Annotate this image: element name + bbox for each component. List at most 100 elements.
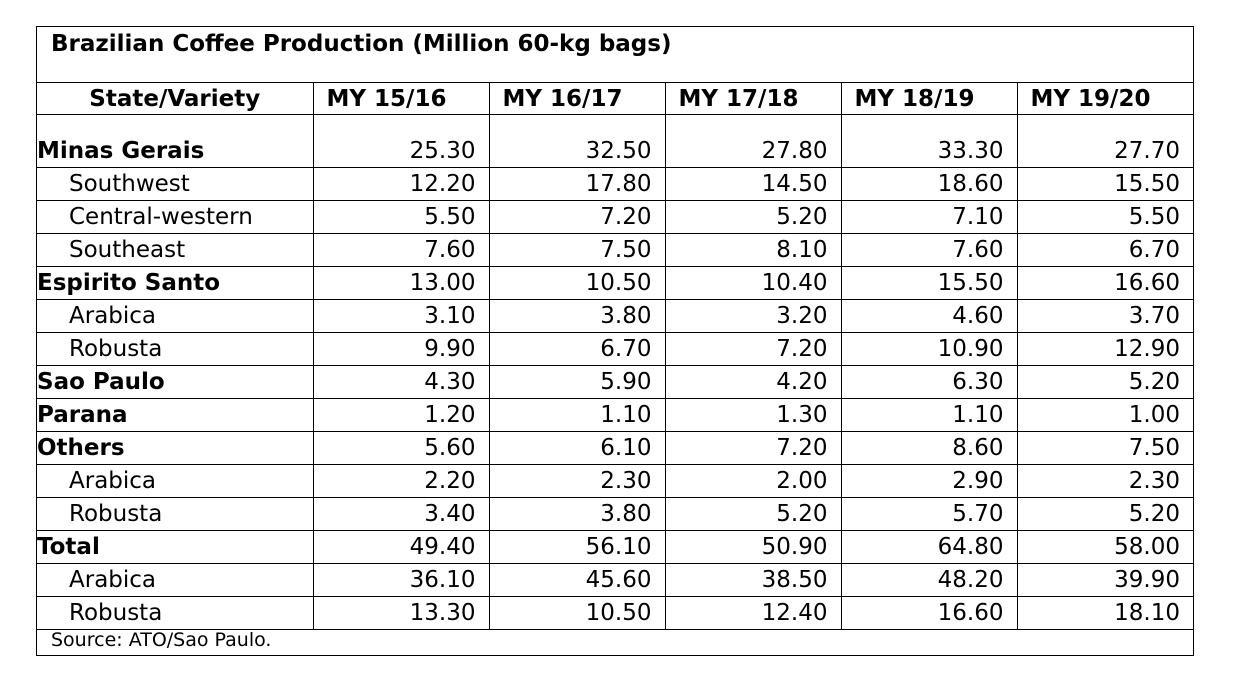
- row-label: Central-western: [37, 200, 314, 234]
- value-cell: 8.10: [665, 233, 842, 267]
- row-label: Southwest: [37, 167, 314, 201]
- column-header-my-17-18: MY 17/18: [665, 82, 842, 115]
- value-cell: 36.10: [313, 563, 490, 597]
- header-row: State/Variety MY 15/16 MY 16/17 MY 17/18…: [37, 82, 1193, 115]
- value-cell: 10.40: [665, 266, 842, 300]
- spacer-cell: [665, 114, 842, 135]
- value-cell: 10.50: [489, 596, 666, 630]
- row-label: Total: [37, 530, 314, 564]
- production-table-frame: Brazilian Coffee Production (Million 60-…: [36, 26, 1194, 656]
- row-label: Arabica: [37, 299, 314, 333]
- table-row: Robusta 9.90 6.70 7.20 10.90 12.90: [37, 332, 1193, 366]
- row-label: Robusta: [37, 596, 314, 630]
- value-cell: 5.50: [1017, 200, 1193, 234]
- value-cell: 5.60: [313, 431, 490, 465]
- value-cell: 4.60: [841, 299, 1018, 333]
- table-row: Arabica 2.20 2.30 2.00 2.90 2.30: [37, 464, 1193, 498]
- column-header-my-18-19: MY 18/19: [841, 82, 1018, 115]
- value-cell: 5.20: [665, 200, 842, 234]
- table-row: Robusta 3.40 3.80 5.20 5.70 5.20: [37, 497, 1193, 531]
- value-cell: 3.70: [1017, 299, 1193, 333]
- value-cell: 6.70: [1017, 233, 1193, 267]
- spacer-cell: [841, 114, 1018, 135]
- table-row: Parana 1.20 1.10 1.30 1.10 1.00: [37, 398, 1193, 432]
- source-note: Source: ATO/Sao Paulo.: [51, 629, 272, 651]
- value-cell: 18.10: [1017, 596, 1193, 630]
- value-cell: 3.80: [489, 299, 666, 333]
- column-header-my-19-20: MY 19/20: [1017, 82, 1193, 115]
- value-cell: 16.60: [1017, 266, 1193, 300]
- value-cell: 27.70: [1017, 135, 1193, 168]
- spacer-row: [37, 114, 1193, 136]
- row-label: Robusta: [37, 497, 314, 531]
- table-row: Arabica 36.10 45.60 38.50 48.20 39.90: [37, 563, 1193, 597]
- value-cell: 5.20: [1017, 497, 1193, 531]
- table-row: Espirito Santo 13.00 10.50 10.40 15.50 16.60: [37, 266, 1193, 300]
- value-cell: 33.30: [841, 135, 1018, 168]
- value-cell: 3.80: [489, 497, 666, 531]
- value-cell: 7.20: [665, 332, 842, 366]
- value-cell: 39.90: [1017, 563, 1193, 597]
- spacer-cell: [1017, 115, 1193, 136]
- value-cell: 1.20: [313, 398, 490, 432]
- value-cell: 1.00: [1017, 398, 1193, 432]
- value-cell: 18.60: [841, 167, 1018, 201]
- value-cell: 2.30: [1017, 464, 1193, 498]
- table-row: Central-western 5.50 7.20 5.20 7.10 5.50: [37, 200, 1193, 234]
- value-cell: 48.20: [841, 563, 1018, 597]
- value-cell: 7.50: [1017, 431, 1193, 465]
- value-cell: 12.40: [665, 596, 842, 630]
- value-cell: 45.60: [489, 563, 666, 597]
- row-label: Minas Gerais: [37, 135, 314, 168]
- table-row: Others 5.60 6.10 7.20 8.60 7.50: [37, 431, 1193, 465]
- row-label: Robusta: [37, 332, 314, 366]
- table-body: Minas Gerais 25.30 32.50 27.80 33.30 27.70 Sou…: [37, 114, 1193, 630]
- value-cell: 7.60: [841, 233, 1018, 267]
- value-cell: 13.30: [313, 596, 490, 630]
- value-cell: 9.90: [313, 332, 490, 366]
- value-cell: 58.00: [1017, 530, 1193, 564]
- spacer-cell: [489, 114, 666, 135]
- value-cell: 7.20: [665, 431, 842, 465]
- table-row: Total 49.40 56.10 50.90 64.80 58.00: [37, 530, 1193, 564]
- row-label: Others: [37, 431, 314, 465]
- value-cell: 2.90: [841, 464, 1018, 498]
- spacer-cell: [313, 114, 490, 135]
- value-cell: 3.40: [313, 497, 490, 531]
- row-label: Sao Paulo: [37, 365, 314, 399]
- row-label: Southeast: [37, 233, 314, 267]
- value-cell: 14.50: [665, 167, 842, 201]
- value-cell: 50.90: [665, 530, 842, 564]
- table-row: Minas Gerais 25.30 32.50 27.80 33.30 27.70: [37, 135, 1193, 168]
- value-cell: 2.00: [665, 464, 842, 498]
- value-cell: 56.10: [489, 530, 666, 564]
- value-cell: 10.50: [489, 266, 666, 300]
- value-cell: 25.30: [313, 135, 490, 168]
- value-cell: 16.60: [841, 596, 1018, 630]
- value-cell: 6.10: [489, 431, 666, 465]
- value-cell: 12.20: [313, 167, 490, 201]
- value-cell: 64.80: [841, 530, 1018, 564]
- column-header-my-16-17: MY 16/17: [489, 82, 666, 115]
- value-cell: 7.20: [489, 200, 666, 234]
- table-row: Arabica 3.10 3.80 3.20 4.60 3.70: [37, 299, 1193, 333]
- value-cell: 5.20: [1017, 365, 1193, 399]
- value-cell: 5.70: [841, 497, 1018, 531]
- value-cell: 2.30: [489, 464, 666, 498]
- column-header-state: State/Variety: [37, 82, 314, 115]
- value-cell: 49.40: [313, 530, 490, 564]
- value-cell: 5.50: [313, 200, 490, 234]
- value-cell: 6.70: [489, 332, 666, 366]
- table-row: Sao Paulo 4.30 5.90 4.20 6.30 5.20: [37, 365, 1193, 399]
- value-cell: 12.90: [1017, 332, 1193, 366]
- value-cell: 27.80: [665, 135, 842, 168]
- value-cell: 10.90: [841, 332, 1018, 366]
- value-cell: 4.20: [665, 365, 842, 399]
- value-cell: 3.10: [313, 299, 490, 333]
- value-cell: 7.60: [313, 233, 490, 267]
- value-cell: 5.20: [665, 497, 842, 531]
- row-label: Espirito Santo: [37, 266, 314, 300]
- value-cell: 15.50: [1017, 167, 1193, 201]
- row-label: Arabica: [37, 563, 314, 597]
- spacer-cell: [37, 114, 314, 135]
